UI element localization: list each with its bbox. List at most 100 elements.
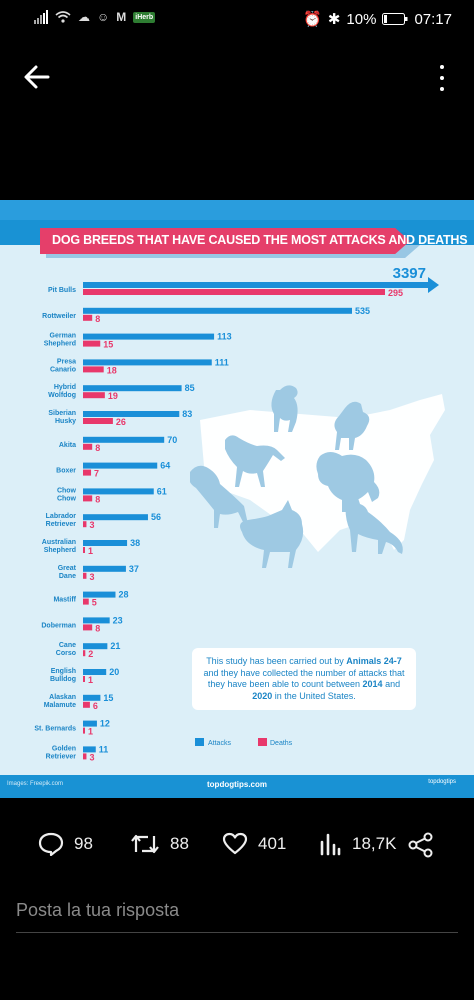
attack-bar [83,282,428,288]
category-label: Dane [59,573,76,580]
death-value: 3 [89,572,94,582]
category-label: Boxer [56,468,76,475]
death-value: 15 [103,340,113,350]
attack-value: 56 [151,512,161,522]
infographic-image[interactable]: DOG BREEDS THAT HAVE CAUSED THE MOST ATT… [0,200,474,798]
study-note: This study has been carried out by Anima… [192,648,416,710]
category-label: Shepherd [44,547,76,554]
category-label: Chow [57,487,77,494]
attack-arrow [428,277,439,293]
attack-value: 64 [160,461,170,471]
attack-bar [83,385,182,392]
attack-bar [83,669,107,675]
attack-bar [83,436,165,443]
death-value: 8 [95,443,100,453]
attack-value: 111 [215,357,229,367]
attack-value: 21 [110,641,120,651]
category-label: Golden [52,745,76,752]
status-bar: ☁ ☺ M iHerb ⏰ ✱ 10% 07:17 [0,0,474,40]
top-bar [0,55,474,100]
death-value: 3 [89,752,94,762]
death-value: 295 [388,288,403,298]
category-label: Great [58,565,77,572]
attack-value: 15 [103,693,113,703]
death-bar [83,495,93,502]
reply-placeholder: Posta la tua risposta [16,900,180,920]
like-count: 401 [258,834,287,853]
death-value: 1 [88,727,93,737]
retweet-action[interactable]: 88 [130,832,189,856]
image-credit: Images: Freepik.com [7,781,64,787]
views-count: 18,7K [352,834,397,853]
attack-bar [83,591,116,598]
attack-bar [83,488,154,495]
weather-icon: ☁ [78,10,90,24]
attack-value: 28 [118,590,128,600]
attack-bar [83,333,215,340]
footer-band: Images: Freepik.com topdogtips.com topdo… [0,775,474,798]
death-bar [83,289,385,295]
attack-value: 61 [157,486,167,496]
app-icon: ☺ [97,10,110,24]
reply-action[interactable]: 98 [38,832,93,856]
reply-count: 98 [74,834,93,853]
attack-value: 11 [99,744,109,754]
like-action[interactable]: 401 [222,832,286,856]
death-value: 26 [116,417,126,427]
attack-bar [83,307,352,314]
back-arrow-icon[interactable] [22,63,54,91]
death-value: 2 [88,649,93,659]
attack-value: 37 [129,564,139,574]
iherb-badge: iHerb [133,11,156,23]
category-label: Canario [50,366,76,373]
more-options-icon[interactable] [438,65,446,91]
attack-bar [83,720,97,727]
signal-icon [34,10,48,24]
battery-icon [382,13,408,25]
note-text-4: in the United States. [272,690,356,701]
attack-value: 20 [109,667,119,677]
category-label: Retriever [46,521,77,528]
attack-value: 12 [100,719,110,729]
death-value: 8 [95,494,100,504]
category-label: Akita [59,442,76,449]
death-value: 19 [108,391,118,401]
category-label: Rottweiler [42,313,76,320]
attack-bar [83,359,212,366]
views-action[interactable]: 18,7K [318,832,396,856]
attack-bar [83,565,126,572]
attack-bar [83,540,128,546]
death-value: 8 [95,623,100,633]
category-label: St. Bernards [34,726,76,733]
retweet-count: 88 [170,834,189,853]
title-banner [40,228,410,254]
attack-bar [83,514,148,521]
death-value: 18 [107,365,117,375]
category-label: Cane [59,642,76,649]
death-bar [83,572,87,579]
death-bar [83,392,105,399]
category-label: Siberian [48,410,76,417]
attack-bar [83,617,110,624]
reply-input[interactable]: Posta la tua risposta [16,880,458,933]
death-bar [83,366,104,373]
clock: 07:17 [414,10,452,28]
death-value: 3 [89,520,94,530]
usa-map-illustration [190,385,445,568]
death-value: 1 [88,546,93,556]
category-label: Australian [42,539,76,546]
reply-icon [38,832,64,856]
category-label: Mastiff [53,597,76,604]
battery-percent: 10% [346,10,377,28]
death-bar [83,340,101,347]
note-year-end: 2020 [252,690,273,701]
share-icon [408,832,433,858]
death-value: 1 [88,675,93,685]
alarm-icon: ⏰ [303,11,322,28]
attack-bar [83,643,108,650]
attack-bar [83,411,180,417]
death-bar [83,701,90,708]
death-bar [83,443,93,450]
share-action[interactable] [408,832,434,858]
death-bar [83,676,85,682]
